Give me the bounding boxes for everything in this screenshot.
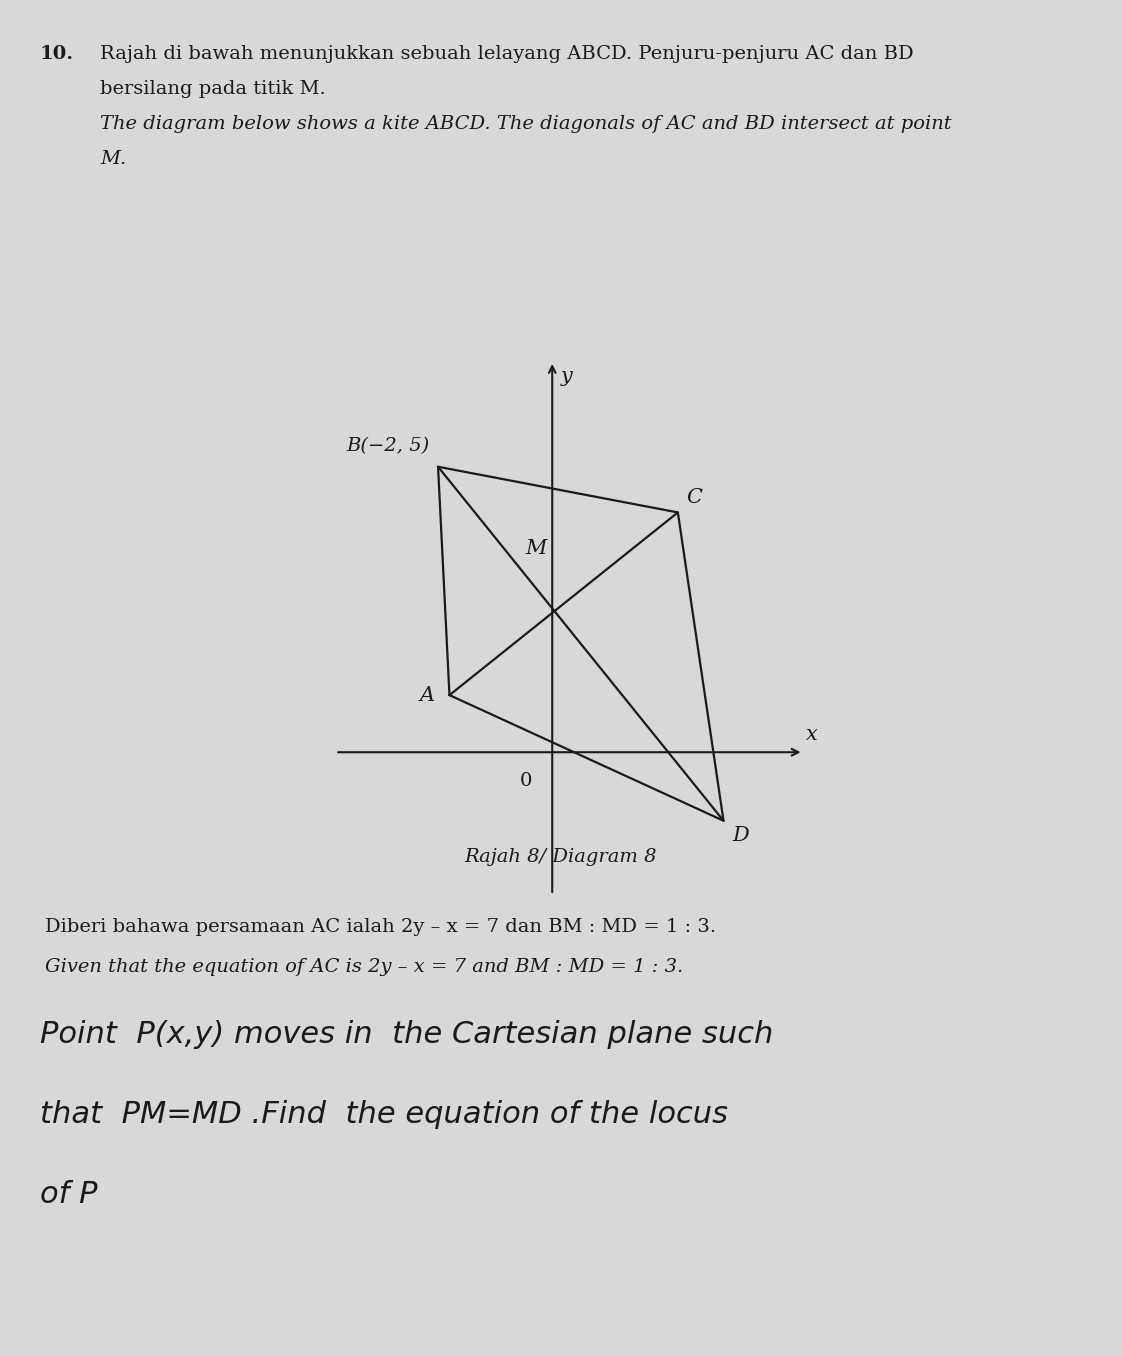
Text: bersilang pada titik M.: bersilang pada titik M.: [100, 80, 325, 98]
Text: that  PM=MD .Find  the equation of the locus: that PM=MD .Find the equation of the loc…: [40, 1100, 728, 1130]
Text: y: y: [561, 367, 572, 386]
Text: of P: of P: [40, 1180, 98, 1210]
Text: C: C: [687, 488, 702, 507]
Text: B(−2, 5): B(−2, 5): [347, 438, 430, 456]
Text: 0: 0: [519, 772, 532, 791]
Text: Rajah 8/ Diagram 8: Rajah 8/ Diagram 8: [465, 848, 657, 866]
Text: Diberi bahawa persamaan AC ialah 2y – x = 7 dan BM : MD = 1 : 3.: Diberi bahawa persamaan AC ialah 2y – x …: [45, 918, 716, 936]
Text: x: x: [807, 724, 818, 743]
Text: D: D: [732, 826, 748, 845]
Text: Rajah di bawah menunjukkan sebuah lelayang ABCD. Penjuru-penjuru AC dan BD: Rajah di bawah menunjukkan sebuah lelaya…: [100, 45, 913, 62]
Text: Point  P(x,y) moves in  the Cartesian plane such: Point P(x,y) moves in the Cartesian plan…: [40, 1020, 773, 1050]
Text: 10.: 10.: [40, 45, 74, 62]
Text: Given that the equation of AC is 2y – x = 7 and BM : MD = 1 : 3.: Given that the equation of AC is 2y – x …: [45, 957, 683, 976]
Text: M.: M.: [100, 151, 127, 168]
Text: A: A: [420, 686, 435, 705]
Text: M: M: [525, 540, 546, 559]
Text: The diagram below shows a kite ABCD. The diagonals of AC and BD intersect at poi: The diagram below shows a kite ABCD. The…: [100, 115, 951, 133]
